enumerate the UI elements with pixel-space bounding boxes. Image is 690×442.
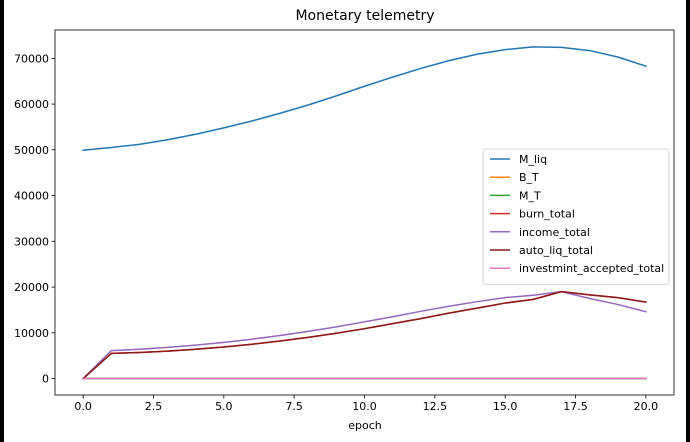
x-axis-title: epoch (348, 419, 382, 432)
chart-title: Monetary telemetry (295, 8, 434, 24)
series-line-burn-total (82, 290, 647, 380)
line-chart: Monetary telemetry 0.0 2.5 5.0 7.5 10.0 12.5 1… (14, 8, 675, 432)
x-tick-label: 10.0 (352, 400, 377, 413)
plot-area (54, 29, 675, 396)
y-tick-label: 60000 (14, 98, 49, 111)
y-tick-label: 0 (42, 373, 49, 386)
legend-label-income-total: income_total (519, 226, 590, 239)
x-tick-label: 15.0 (493, 400, 518, 413)
x-tick-label: 12.5 (423, 400, 448, 413)
y-tick-label: 70000 (14, 52, 49, 65)
y-axis: 0 10000 20000 30000 40000 50000 60000 70000 (14, 52, 55, 386)
legend-box (482, 148, 670, 285)
x-tick-label: 5.0 (215, 400, 233, 413)
series-line-income-total (82, 290, 647, 380)
series-line-auto-liq-total (82, 290, 647, 380)
legend-label-investmint-accepted-total: investmint_accepted_total (519, 262, 664, 275)
figure: Monetary telemetry 0.0 2.5 5.0 7.5 10.0 12.5 1… (4, 0, 686, 442)
y-tick-label: 40000 (14, 190, 49, 203)
x-tick-label: 7.5 (285, 400, 303, 413)
legend-label-burn-total: burn_total (519, 208, 575, 221)
legend-label-auto-liq-total: auto_liq_total (519, 244, 593, 257)
x-tick-label: 2.5 (145, 400, 163, 413)
y-tick-label: 50000 (14, 144, 49, 157)
x-tick-label: 17.5 (563, 400, 588, 413)
y-tick-label: 20000 (14, 281, 49, 294)
y-tick-label: 30000 (14, 235, 49, 248)
x-tick-label: 0.0 (74, 400, 92, 413)
legend-label-M-T: M_T (519, 189, 541, 202)
y-tick-label: 10000 (14, 327, 49, 340)
x-tick-label: 20.0 (634, 400, 659, 413)
series-line-M-liq (82, 46, 647, 152)
legend-label-B-T: B_T (519, 171, 539, 184)
x-axis: 0.0 2.5 5.0 7.5 10.0 12.5 15.0 17.5 20.0 (74, 395, 658, 413)
legend-label-M-liq: M_liq (519, 153, 547, 166)
legend: M_liq B_T M_T burn_total income_total auto_li… (482, 148, 670, 285)
